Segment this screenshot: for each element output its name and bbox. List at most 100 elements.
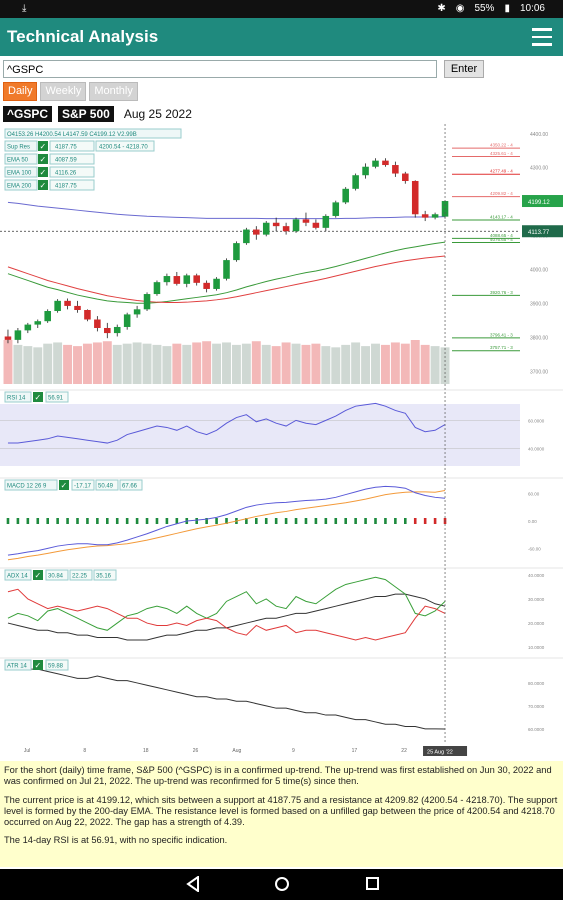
macd-histogram-bar [145,518,149,524]
indicator-checkbox [38,167,48,177]
enter-button[interactable]: Enter [444,60,484,78]
x-axis-label: 9 [292,748,295,754]
price-tick-label: 3700.00 [530,369,548,375]
candle-body [243,229,250,244]
volume-bar [92,342,102,384]
candle-body [262,222,270,235]
macd-histogram-bar [26,518,30,524]
macd-histogram-bar [264,518,268,524]
tab-monthly[interactable]: Monthly [89,82,138,101]
panel-tick-label: 60.0000 [528,727,545,732]
macd-histogram-bar [225,518,228,524]
macd-histogram-bar [215,518,218,524]
volume-bar [13,344,23,384]
status-bar: ⤓ ✱ ◉ 55% ▮ 10:06 [0,0,563,18]
macd-histogram-bar [394,518,397,524]
tab-daily[interactable]: Daily [3,82,38,101]
candle-body [282,226,290,232]
indicator-checkbox [38,180,48,190]
indicator-value-bg [49,140,95,152]
candle-body [14,330,22,340]
panel-checkbox [33,392,43,402]
analysis-description: For the short (daily) time frame, S&P 50… [0,761,563,867]
indicator-value-bg [49,179,95,191]
indicator-label-bg [4,153,38,165]
volume-bar [331,347,341,384]
volume-bar [53,342,63,384]
volume-bar [152,344,162,384]
indicator-label: EMA 50 [7,158,29,164]
candle-body [342,188,349,203]
candle-body [183,275,191,284]
candle-body [203,282,210,289]
candle-body [113,326,121,334]
app-bar: Technical Analysis [0,18,563,56]
current-price-tag: 4199.12 [528,200,550,206]
panel-value: 30.84 [48,574,64,580]
volume-bar [162,346,172,384]
check-icon: ✓ [35,393,42,402]
rsi-line [7,402,446,444]
volume-bar [43,343,53,384]
macd-histogram-bar [56,518,59,524]
panel-checkbox [33,660,43,670]
volume-bar [251,341,261,384]
volume-bar [182,344,192,384]
candle-body [133,309,141,315]
home-icon[interactable] [274,876,290,892]
download-icon: ⤓ [22,3,27,14]
panel-value-bg [45,569,69,581]
tab-weekly[interactable]: Weekly [40,82,87,101]
candle-body [362,166,369,176]
macd-histogram-bar [255,518,258,524]
volume-bar [33,347,43,384]
candle-body [104,327,111,334]
candle-body [421,214,429,218]
macd-histogram-bar [16,518,20,524]
app-title: Technical Analysis [7,27,159,46]
ema-tag-bg [522,225,563,238]
cursor-date: 25 Aug '22 [427,750,453,756]
indicator-value: 4087.59 [55,158,77,164]
price-level-label: 4277.49 - 4 [490,169,513,174]
volume-bar [351,342,361,384]
macd-histogram-bar [245,518,248,524]
clock: 10:06 [519,3,545,14]
candle-body [272,222,280,227]
candle-body [392,165,399,174]
candle-body [253,229,260,235]
check-icon: ✓ [40,155,47,164]
technical-chart[interactable]: 4400.004300.004200.004100.004000.003900.… [0,124,563,761]
volume-bar [3,340,13,384]
volume-bar [341,344,351,384]
wifi-icon: ◉ [455,3,465,14]
ohlc-readout: O4153.26 H4200.54 L4147.59 C4199.12 V2.9… [7,132,137,138]
candle-body [332,202,340,216]
volume-bar [400,343,410,384]
volume-bar [192,342,202,384]
panel-value: 35.16 [96,574,112,580]
panel-legend-label: RSI 14 [7,396,26,402]
price-level-label: 4325.61 - 4 [490,151,513,156]
candle-body [123,314,131,327]
volume-bar [202,341,212,384]
price-tick-label: 3900.00 [530,302,548,308]
volume-bar [261,344,271,384]
volume-bar [231,344,241,384]
hamburger-menu-icon[interactable] [532,28,552,46]
candle-body [24,324,32,331]
price-tick-label: 3800.00 [530,335,548,341]
back-icon[interactable] [186,876,200,892]
android-nav-bar [0,869,563,900]
macd-histogram-bar [96,518,99,524]
volume-bar [420,344,430,384]
macd-histogram-bar [36,518,40,524]
candle-body [213,278,220,289]
macd-histogram-bar [364,518,367,524]
check-icon: ✓ [35,571,42,580]
macd-histogram-bar [86,518,89,524]
symbol-search-input[interactable]: ^GSPC [3,60,437,78]
macd-line [7,485,446,556]
recents-icon[interactable] [365,876,379,892]
panel-value-bg [93,569,117,581]
